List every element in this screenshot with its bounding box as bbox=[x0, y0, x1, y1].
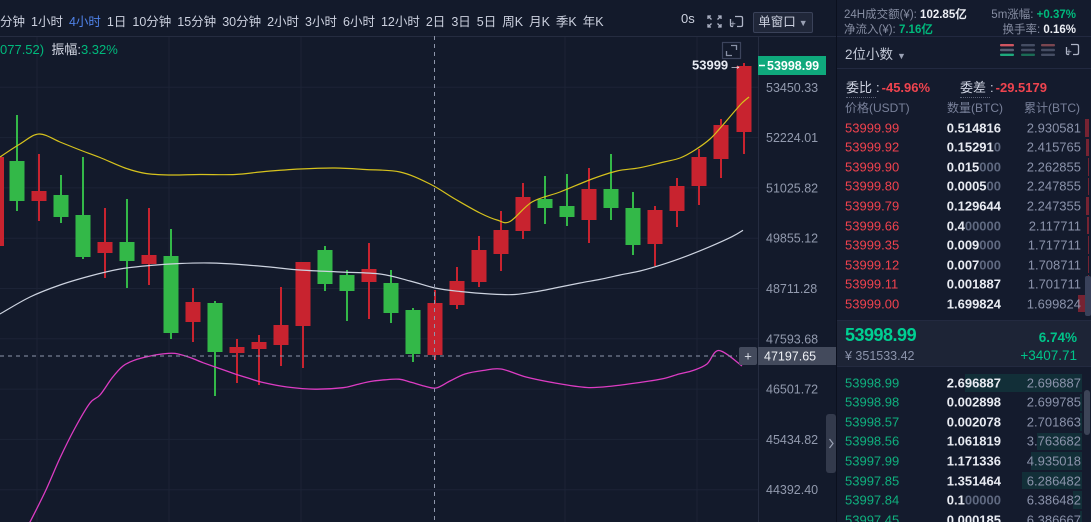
svg-text:53450.33: 53450.33 bbox=[766, 81, 818, 95]
svg-text:→: → bbox=[729, 58, 742, 73]
svg-text:+: + bbox=[730, 20, 736, 30]
svg-text:47197.65: 47197.65 bbox=[764, 350, 816, 364]
svg-text:53998.99: 53998.99 bbox=[767, 59, 819, 73]
svg-text:44392.40: 44392.40 bbox=[766, 483, 818, 497]
svg-text:48711.28: 48711.28 bbox=[766, 282, 817, 296]
svg-text:46501.72: 46501.72 bbox=[766, 383, 818, 397]
svg-text:49855.12: 49855.12 bbox=[766, 232, 818, 246]
svg-text:+: + bbox=[1066, 48, 1072, 58]
svg-text:47593.68: 47593.68 bbox=[766, 332, 818, 346]
svg-text:52224.01: 52224.01 bbox=[766, 131, 818, 145]
svg-text:53999: 53999 bbox=[692, 58, 728, 73]
svg-text:+: + bbox=[744, 349, 752, 364]
svg-text:51025.82: 51025.82 bbox=[766, 181, 818, 195]
svg-text:45434.82: 45434.82 bbox=[766, 433, 818, 447]
